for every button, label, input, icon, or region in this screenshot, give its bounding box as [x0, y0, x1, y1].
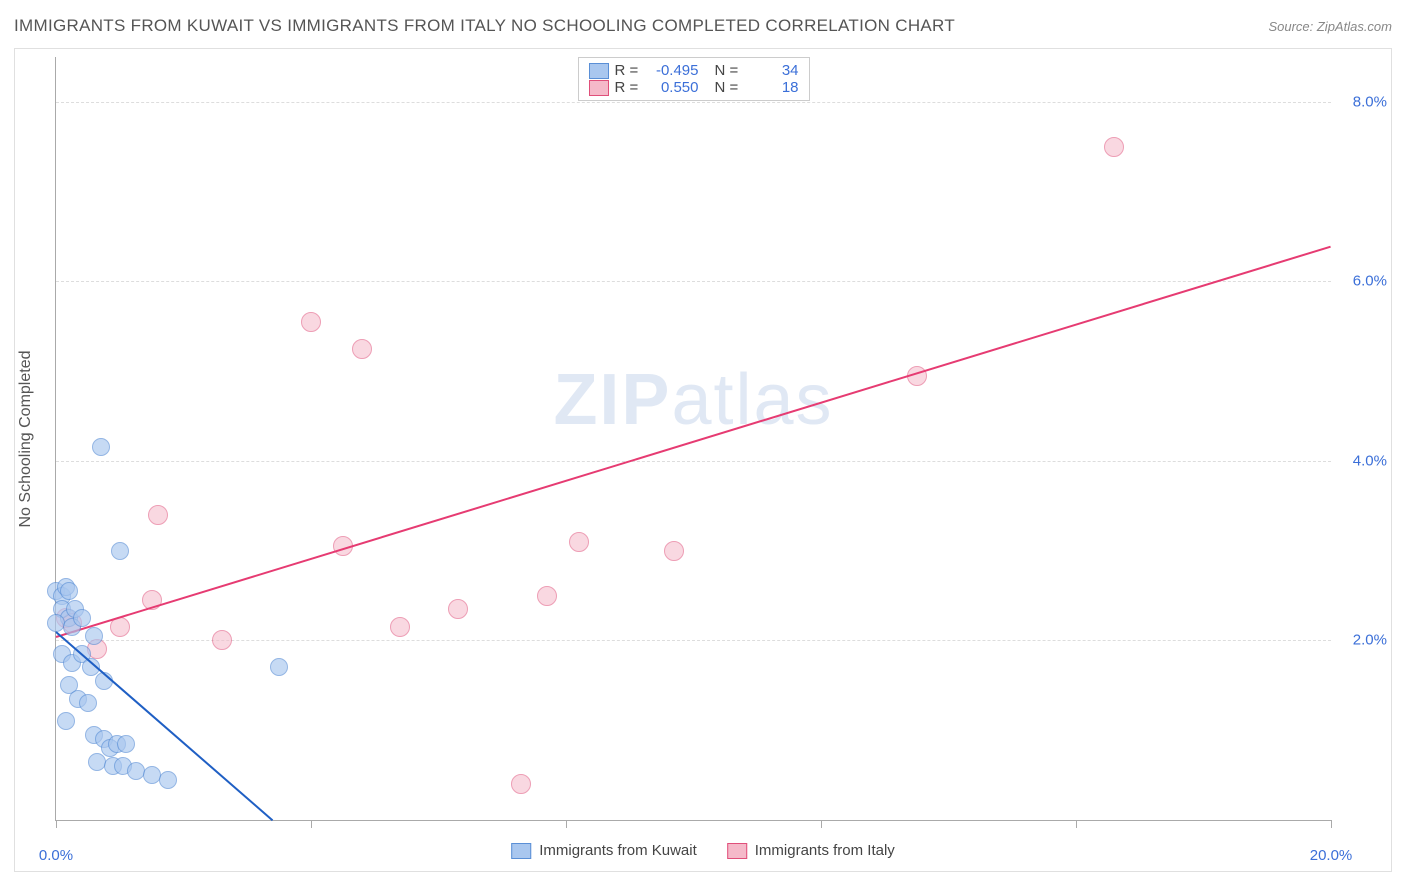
scatter-point-kuwait: [92, 438, 110, 456]
swatch-kuwait: [511, 843, 531, 859]
scatter-point-italy: [537, 586, 557, 606]
chart-container: ZIPatlas No Schooling Completed R = -0.4…: [14, 48, 1392, 872]
x-tick-label: 20.0%: [1310, 847, 1353, 864]
x-tick: [566, 820, 567, 828]
legend-series: Immigrants from Kuwait Immigrants from I…: [511, 842, 895, 859]
y-tick-label: 6.0%: [1337, 273, 1387, 290]
y-tick-label: 2.0%: [1337, 632, 1387, 649]
x-tick: [311, 820, 312, 828]
scatter-point-kuwait: [111, 542, 129, 560]
plot-area: ZIPatlas No Schooling Completed R = -0.4…: [55, 57, 1331, 821]
scatter-point-italy: [664, 541, 684, 561]
scatter-point-kuwait: [60, 582, 78, 600]
watermark: ZIPatlas: [553, 359, 833, 441]
scatter-point-italy: [301, 312, 321, 332]
scatter-point-kuwait: [79, 694, 97, 712]
legend-row-italy: R = 0.550 N = 18: [589, 79, 799, 96]
source-link[interactable]: ZipAtlas.com: [1317, 19, 1392, 34]
watermark-light: atlas: [671, 360, 833, 440]
r-label: R =: [615, 62, 643, 79]
swatch-italy: [727, 843, 747, 859]
scatter-point-italy: [448, 599, 468, 619]
legend-correlation: R = -0.495 N = 34 R = 0.550 N = 18: [578, 57, 810, 101]
x-tick: [821, 820, 822, 828]
legend-item-italy: Immigrants from Italy: [727, 842, 895, 859]
scatter-point-italy: [352, 339, 372, 359]
source-label: Source: ZipAtlas.com: [1268, 19, 1392, 34]
scatter-point-italy: [1104, 137, 1124, 157]
scatter-point-italy: [569, 532, 589, 552]
n-label: N =: [715, 79, 743, 96]
y-tick-label: 8.0%: [1337, 93, 1387, 110]
gridline: [56, 640, 1331, 641]
n-value-italy: 18: [749, 79, 799, 96]
scatter-point-italy: [511, 774, 531, 794]
scatter-point-kuwait: [270, 658, 288, 676]
legend-item-kuwait: Immigrants from Kuwait: [511, 842, 697, 859]
x-tick: [56, 820, 57, 828]
n-value-kuwait: 34: [749, 62, 799, 79]
gridline: [56, 102, 1331, 103]
scatter-point-italy: [212, 630, 232, 650]
r-label: R =: [615, 79, 643, 96]
scatter-point-kuwait: [85, 627, 103, 645]
scatter-point-italy: [148, 505, 168, 525]
scatter-point-kuwait: [159, 771, 177, 789]
gridline: [56, 281, 1331, 282]
watermark-bold: ZIP: [553, 360, 671, 440]
x-tick: [1331, 820, 1332, 828]
swatch-kuwait: [589, 63, 609, 79]
r-value-kuwait: -0.495: [649, 62, 699, 79]
x-tick: [1076, 820, 1077, 828]
x-tick-label: 0.0%: [39, 847, 73, 864]
scatter-point-italy: [390, 617, 410, 637]
gridline: [56, 461, 1331, 462]
scatter-point-kuwait: [117, 735, 135, 753]
n-label: N =: [715, 62, 743, 79]
r-value-italy: 0.550: [649, 79, 699, 96]
swatch-italy: [589, 80, 609, 96]
y-tick-label: 4.0%: [1337, 452, 1387, 469]
legend-label-kuwait: Immigrants from Kuwait: [539, 842, 697, 859]
legend-label-italy: Immigrants from Italy: [755, 842, 895, 859]
scatter-point-kuwait: [57, 712, 75, 730]
trend-line-italy: [56, 246, 1332, 638]
y-axis-label: No Schooling Completed: [17, 350, 35, 527]
legend-row-kuwait: R = -0.495 N = 34: [589, 62, 799, 79]
scatter-point-kuwait: [73, 609, 91, 627]
source-prefix: Source:: [1268, 19, 1316, 34]
chart-title: IMMIGRANTS FROM KUWAIT VS IMMIGRANTS FRO…: [14, 16, 955, 36]
